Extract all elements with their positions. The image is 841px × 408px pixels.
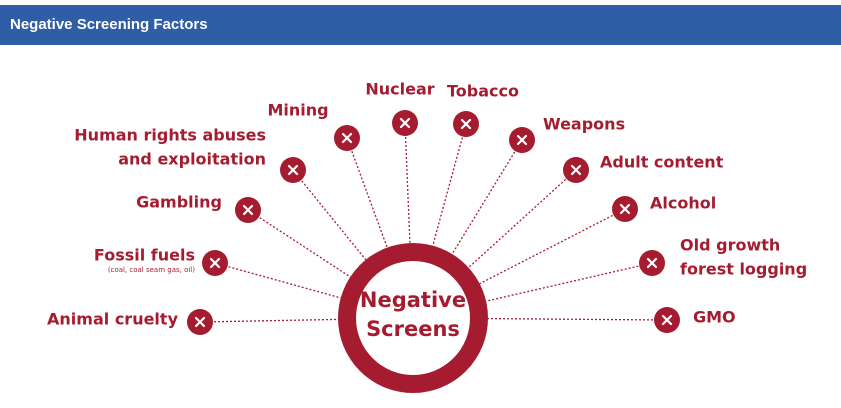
factor-label: and exploitation [118, 150, 266, 169]
x-glyph [661, 314, 673, 326]
connector [259, 217, 351, 278]
x-glyph [516, 134, 528, 146]
x-glyph [570, 164, 582, 176]
factor-label: Human rights abuses [74, 126, 266, 145]
x-glyph [646, 257, 658, 269]
icons [187, 110, 680, 335]
factor-label: Animal cruelty [47, 310, 179, 329]
header-title: Negative Screening Factors [0, 5, 841, 45]
x-glyph [341, 132, 353, 144]
x-glyph [287, 164, 299, 176]
x-glyph [460, 118, 472, 130]
x-glyph [242, 204, 254, 216]
factor-note: (coal, coal seam gas, oil) [108, 266, 195, 274]
factor-label: Fossil fuels [94, 246, 195, 265]
factor-label: Mining [267, 101, 328, 120]
connector [451, 151, 516, 255]
connector [479, 214, 613, 285]
factor-label: Nuclear [365, 80, 434, 99]
connector [351, 150, 388, 248]
center-ring [338, 243, 488, 393]
center-label: Screens [366, 317, 460, 341]
factor-label: Weapons [543, 115, 625, 134]
connector [301, 180, 367, 261]
connector [487, 317, 654, 321]
connectors [213, 136, 654, 323]
factor-label: GMO [693, 308, 736, 327]
connector [228, 266, 341, 299]
connector [468, 178, 567, 269]
center-label: Negative [360, 288, 466, 312]
factor-label: Gambling [136, 193, 222, 212]
factor-label: Tobacco [447, 82, 519, 101]
connector [485, 265, 639, 302]
x-glyph [399, 117, 411, 129]
x-glyph [619, 203, 631, 215]
x-glyph [209, 257, 221, 269]
factor-label: Adult content [600, 153, 724, 172]
factor-label: Old growth [680, 236, 780, 255]
connector [404, 136, 411, 244]
factor-label: forest logging [680, 260, 807, 279]
connector [432, 137, 463, 246]
factor-label: Alcohol [650, 194, 716, 213]
connector [213, 318, 339, 323]
x-glyph [194, 316, 206, 328]
